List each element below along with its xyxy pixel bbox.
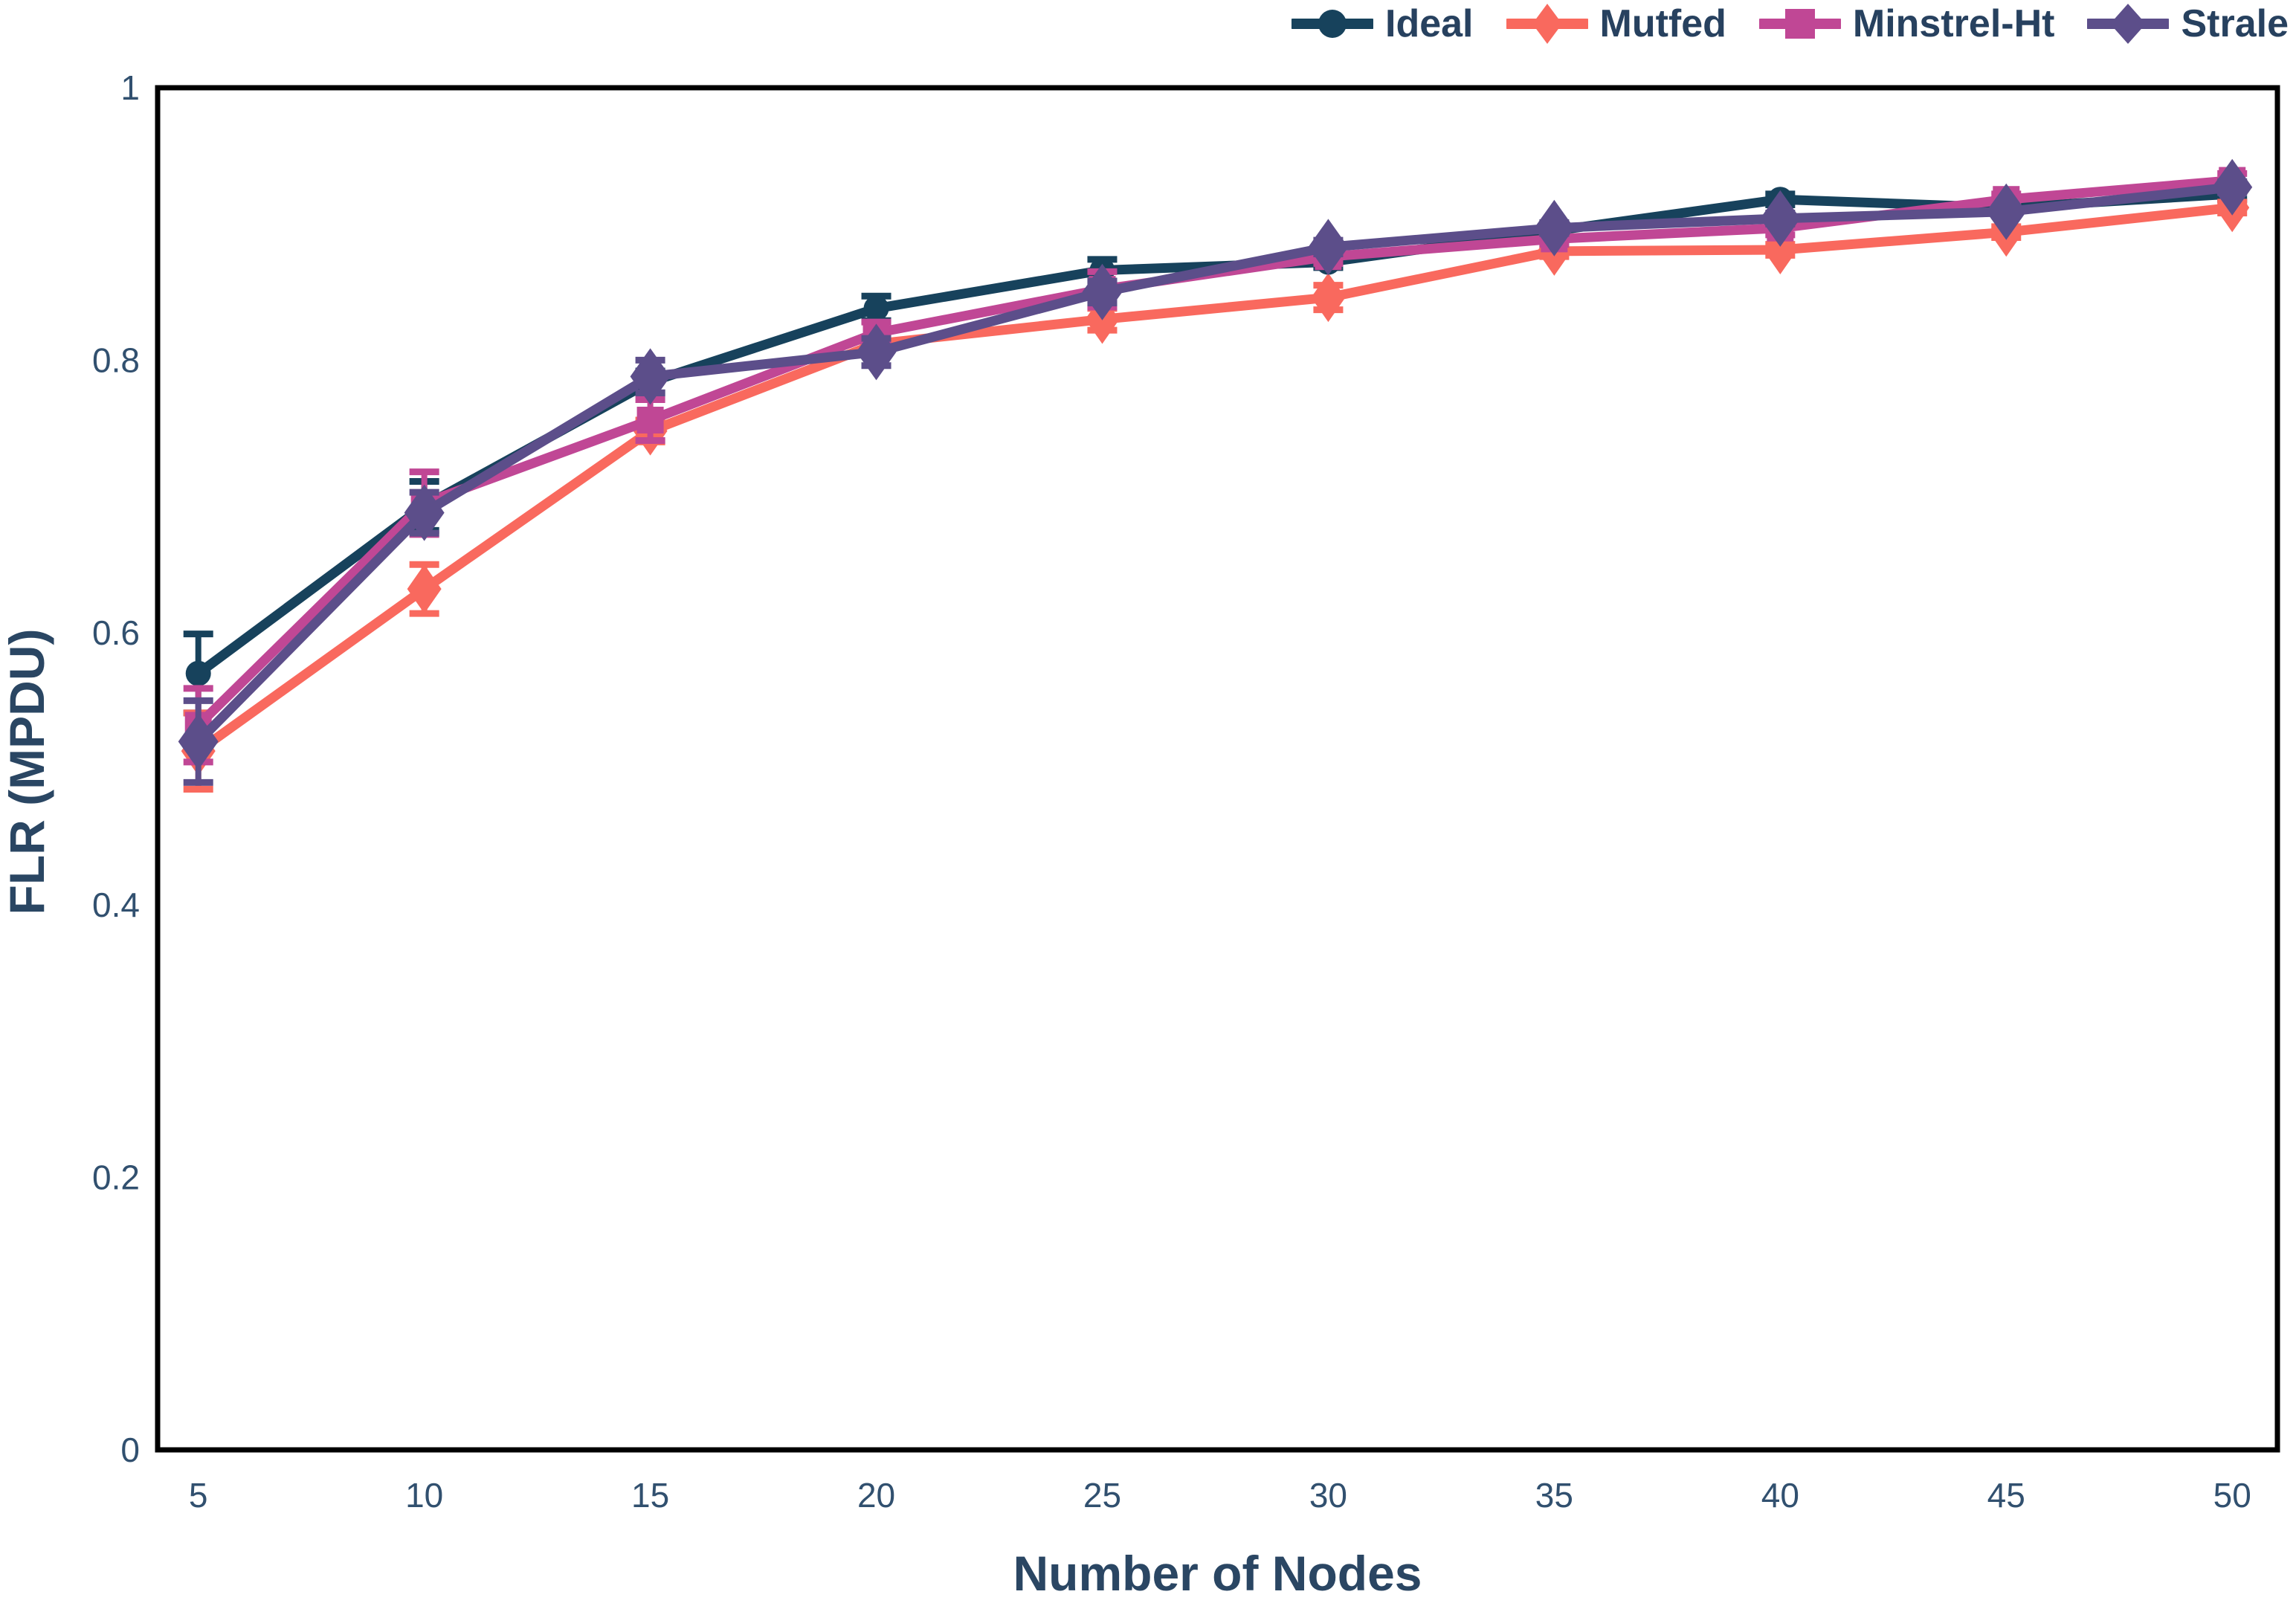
legend-label: Minstrel-Ht [1852,2,2055,45]
legend-marker-minstrel-ht-icon [1758,9,1841,39]
x-tick-label: 15 [631,1476,669,1515]
legend-marker-strale-icon [2087,4,2170,44]
legend-item-strale: Strale [2087,3,2289,45]
x-tick-label: 45 [1987,1476,2025,1515]
legend: Ideal Mutfed Minstrel-Ht Strale [1292,0,2289,48]
x-tick-label: 25 [1083,1476,1121,1515]
series-marker-strale [2212,158,2253,216]
series-marker-mutfed [407,564,442,614]
legend-item-ideal: Ideal [1292,3,1474,45]
y-axis-label: FLR (MPDU) [0,628,54,915]
x-tick-label: 50 [2213,1476,2251,1515]
plot-border [155,85,2280,1453]
series-marker-strale [1082,263,1123,320]
series-marker-strale [1986,183,2027,240]
x-axis-label: Number of Nodes [1013,1546,1422,1601]
series-marker-strale [856,323,897,381]
legend-label: Mutfed [1599,2,1726,45]
legend-marker-ideal-icon [1292,10,1373,38]
x-tick-label: 35 [1535,1476,1573,1515]
y-tick-label: 0.6 [92,613,140,652]
series-marker-strale [630,348,671,405]
y-tick-label: 0.8 [92,341,140,379]
y-tick-label: 0.2 [92,1158,140,1197]
y-tick-label: 0 [120,1431,140,1469]
series-marker-mutfed [1311,273,1346,323]
y-tick-label: 1 [120,68,140,107]
series-marker-ideal [185,660,211,686]
legend-label: Ideal [1385,2,1474,45]
series-line-mutfed [193,202,2237,756]
x-tick-label: 30 [1309,1476,1347,1515]
series-marker-strale [404,484,445,541]
y-tick-label: 0.4 [92,886,140,924]
series-marker-strale [1534,199,1575,257]
series-marker-strale [1308,219,1349,276]
x-tick-label: 20 [857,1476,895,1515]
series-marker-minstrel-ht [636,407,664,434]
legend-marker-mutfed-icon [1506,4,1588,44]
series-marker-strale [178,713,219,770]
series-marker-ideal [863,295,889,321]
x-tick-label: 5 [189,1476,208,1515]
legend-item-mutfed: Mutfed [1506,3,1726,45]
series-marker-strale [1760,190,1801,247]
x-tick-label: 40 [1761,1476,1799,1515]
x-tick-label: 10 [405,1476,443,1515]
legend-label: Strale [2181,2,2289,45]
legend-item-minstrel-ht: Minstrel-Ht [1758,2,2055,45]
series-line-strale [193,182,2237,746]
